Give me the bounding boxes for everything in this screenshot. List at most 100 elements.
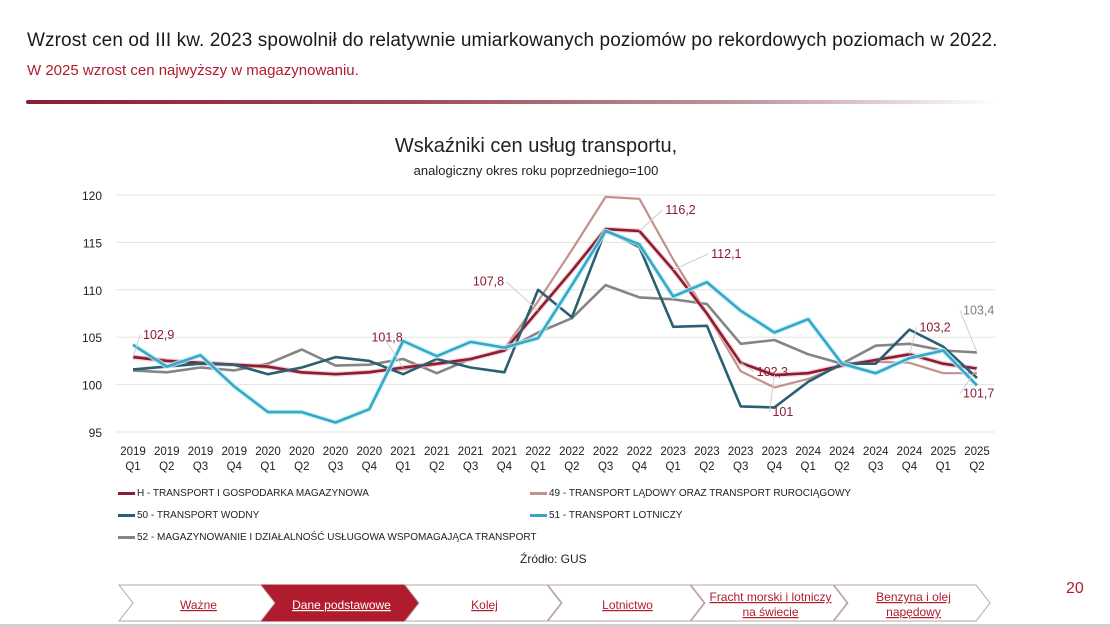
x-tick-year: 2022 xyxy=(559,446,585,458)
nav-chevron[interactable] xyxy=(832,584,991,622)
price-index-chart: Wskaźniki cen usług transportu, analogic… xyxy=(82,135,995,473)
x-tick-year: 2020 xyxy=(255,446,281,458)
x-tick-quarter: Q3 xyxy=(463,461,478,473)
x-tick-quarter: Q4 xyxy=(767,461,783,473)
nav-chevron[interactable] xyxy=(546,584,705,622)
data-label: 102,3 xyxy=(757,365,788,379)
x-tick-year: 2021 xyxy=(492,446,518,458)
y-tick-label: 110 xyxy=(83,284,102,298)
x-tick-year: 2025 xyxy=(964,446,990,458)
x-tick-year: 2021 xyxy=(424,446,450,458)
x-tick-quarter: Q4 xyxy=(497,461,513,473)
annotation-leader xyxy=(132,334,141,358)
nav-item-1[interactable]: Dane podstawowe xyxy=(260,584,419,622)
series-path xyxy=(132,283,978,375)
nav-chevron[interactable] xyxy=(403,584,562,622)
legend-swatch xyxy=(118,514,135,517)
data-label: 101,8 xyxy=(371,331,402,345)
data-label: 103,2 xyxy=(919,320,950,334)
x-tick-quarter: Q3 xyxy=(733,461,748,473)
x-tick-quarter: Q3 xyxy=(598,461,613,473)
x-tick-year: 2022 xyxy=(593,446,619,458)
legend-item: 51 - TRANSPORT LOTNICZY xyxy=(530,510,682,521)
nav-item-2[interactable]: Kolej xyxy=(403,584,562,622)
nav-label-line1[interactable]: Fracht morski i lotniczy xyxy=(709,590,831,604)
annotation-leader xyxy=(768,375,775,413)
annotation-leader xyxy=(908,327,917,355)
nav-label[interactable]: Dane podstawowe xyxy=(292,598,391,612)
legend-label: H - TRANSPORT I GOSPODARKA MAGAZYNOWA xyxy=(137,488,369,499)
x-tick-quarter: Q1 xyxy=(936,461,951,473)
annotation-leader xyxy=(672,253,709,271)
annotation-leader xyxy=(959,310,978,353)
data-label: 116,2 xyxy=(665,203,695,217)
x-tick-year: 2023 xyxy=(762,446,788,458)
series-line-2 xyxy=(132,228,978,409)
legend-item: 52 - MAGAZYNOWANIE I DZIAŁALNOŚĆ USŁUGOW… xyxy=(118,532,537,543)
x-tick-quarter: Q1 xyxy=(260,461,275,473)
x-tick-year: 2020 xyxy=(323,446,349,458)
page-number: 20 xyxy=(1066,580,1084,597)
nav-chevron[interactable] xyxy=(118,584,276,622)
x-tick-year: 2023 xyxy=(694,446,720,458)
x-tick-quarter: Q3 xyxy=(868,461,883,473)
data-label: 102,9 xyxy=(143,328,174,342)
chart-title: Wskaźniki cen usług transportu, xyxy=(395,135,677,157)
annotation-leader xyxy=(505,281,539,312)
x-tick-quarter: Q1 xyxy=(665,461,680,473)
subheadline: W 2025 wzrost cen najwyższy w magazynowa… xyxy=(27,62,359,79)
data-label: 107,8 xyxy=(473,275,504,289)
x-tick-year: 2020 xyxy=(357,446,383,458)
x-tick-quarter: Q2 xyxy=(969,461,984,473)
x-tick-year: 2023 xyxy=(660,446,686,458)
y-tick-label: 100 xyxy=(82,379,102,393)
x-tick-quarter: Q2 xyxy=(159,461,174,473)
nav-chevron[interactable] xyxy=(260,584,419,622)
divider-rule xyxy=(26,100,996,104)
nav-label-line1[interactable]: Benzyna i olej xyxy=(876,590,951,604)
y-tick-label: 95 xyxy=(89,426,103,440)
x-tick-year: 2021 xyxy=(390,446,416,458)
x-tick-quarter: Q1 xyxy=(125,461,140,473)
nav-label-line2[interactable]: na świecie xyxy=(742,605,798,619)
legend-item: 49 - TRANSPORT LĄDOWY ORAZ TRANSPORT RUR… xyxy=(530,488,851,499)
x-tick-quarter: Q4 xyxy=(227,461,243,473)
nav-item-3[interactable]: Lotnictwo xyxy=(546,584,705,622)
data-label: 101 xyxy=(772,405,793,419)
series-line-3 xyxy=(131,228,979,425)
data-label: 112,1 xyxy=(711,247,741,261)
nav-label-line2[interactable]: napędowy xyxy=(886,605,941,619)
x-tick-year: 2019 xyxy=(154,446,180,458)
legend-item: H - TRANSPORT I GOSPODARKA MAGAZYNOWA xyxy=(118,488,369,499)
y-tick-label: 115 xyxy=(83,236,102,250)
section-navigation: Ważne Dane podstawowe Kolej Lotnictwo Fracht… xyxy=(118,584,991,622)
x-tick-year: 2023 xyxy=(728,446,754,458)
x-tick-quarter: Q3 xyxy=(328,461,343,473)
y-tick-label: 120 xyxy=(82,189,102,203)
x-tick-quarter: Q1 xyxy=(801,461,816,473)
nav-label[interactable]: Lotnictwo xyxy=(602,598,653,612)
x-tick-quarter: Q1 xyxy=(395,461,410,473)
nav-label[interactable]: Kolej xyxy=(471,598,498,612)
nav-chevron[interactable] xyxy=(689,584,848,622)
x-tick-quarter: Q2 xyxy=(699,461,714,473)
x-tick-quarter: Q2 xyxy=(834,461,849,473)
x-tick-quarter: Q1 xyxy=(530,461,545,473)
x-tick-quarter: Q2 xyxy=(429,461,444,473)
x-tick-year: 2020 xyxy=(289,446,315,458)
data-label: 101,7 xyxy=(963,386,994,400)
legend-label: 50 - TRANSPORT WODNY xyxy=(137,510,260,521)
x-tick-year: 2025 xyxy=(930,446,956,458)
legend-item: 50 - TRANSPORT WODNY xyxy=(118,510,259,521)
x-tick-quarter: Q2 xyxy=(564,461,579,473)
headline: Wzrost cen od III kw. 2023 spowolnił do … xyxy=(27,30,998,51)
nav-label[interactable]: Ważne xyxy=(180,598,217,612)
series-path xyxy=(132,229,978,424)
data-label: 103,4 xyxy=(963,303,994,317)
nav-item-0[interactable]: Ważne xyxy=(118,584,276,622)
annotation-leader xyxy=(740,362,754,373)
x-tick-quarter: Q2 xyxy=(294,461,309,473)
annotation-leader xyxy=(383,337,404,368)
